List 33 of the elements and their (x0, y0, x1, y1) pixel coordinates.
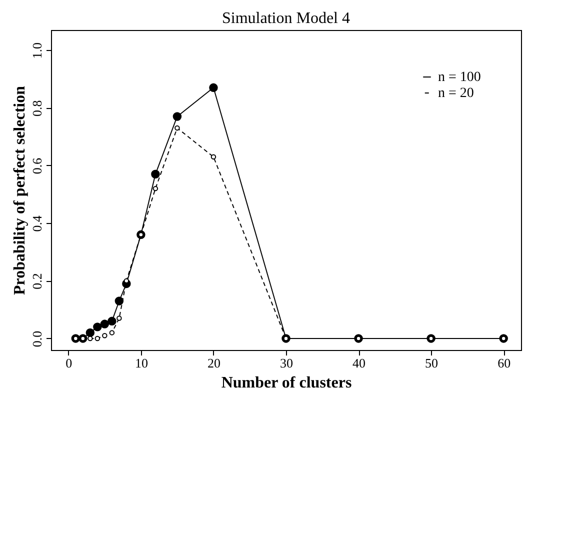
x-axis-title: Number of clusters (221, 374, 352, 392)
y-tick-label: 1.0 (30, 42, 44, 59)
point (93, 322, 102, 332)
x-tick-label: 60 (498, 356, 511, 370)
point (116, 316, 122, 321)
point (174, 125, 180, 131)
point (210, 154, 216, 160)
point (151, 170, 160, 179)
point (109, 330, 115, 336)
y-tick-label: 0.6 (30, 157, 44, 174)
point (86, 328, 95, 338)
x-tick-label: 20 (207, 356, 220, 370)
legend-label: n = 20 (438, 86, 474, 101)
y-tick-label: 0.0 (30, 330, 44, 348)
y-tick-label: 0.8 (30, 100, 44, 116)
x-tick-label: 40 (352, 356, 366, 370)
point (172, 112, 182, 121)
y-axis-title: Probability of perfect selection (12, 86, 28, 295)
point (108, 316, 116, 326)
point (209, 83, 218, 92)
point (102, 332, 108, 338)
x-tick-label: 30 (280, 356, 293, 370)
point (94, 336, 100, 342)
x-tick-label: 50 (425, 356, 438, 370)
y-tick-label: 0.4 (30, 215, 44, 232)
y-tick-label: 0.2 (30, 273, 44, 290)
x-tick-label: 0 (66, 356, 72, 370)
point (100, 320, 110, 328)
point (114, 296, 124, 306)
chart-title: Simulation Model 4 (222, 10, 350, 27)
x-tick-label: 10 (134, 356, 148, 370)
legend-label: n = 100 (438, 70, 481, 85)
point (152, 186, 158, 192)
